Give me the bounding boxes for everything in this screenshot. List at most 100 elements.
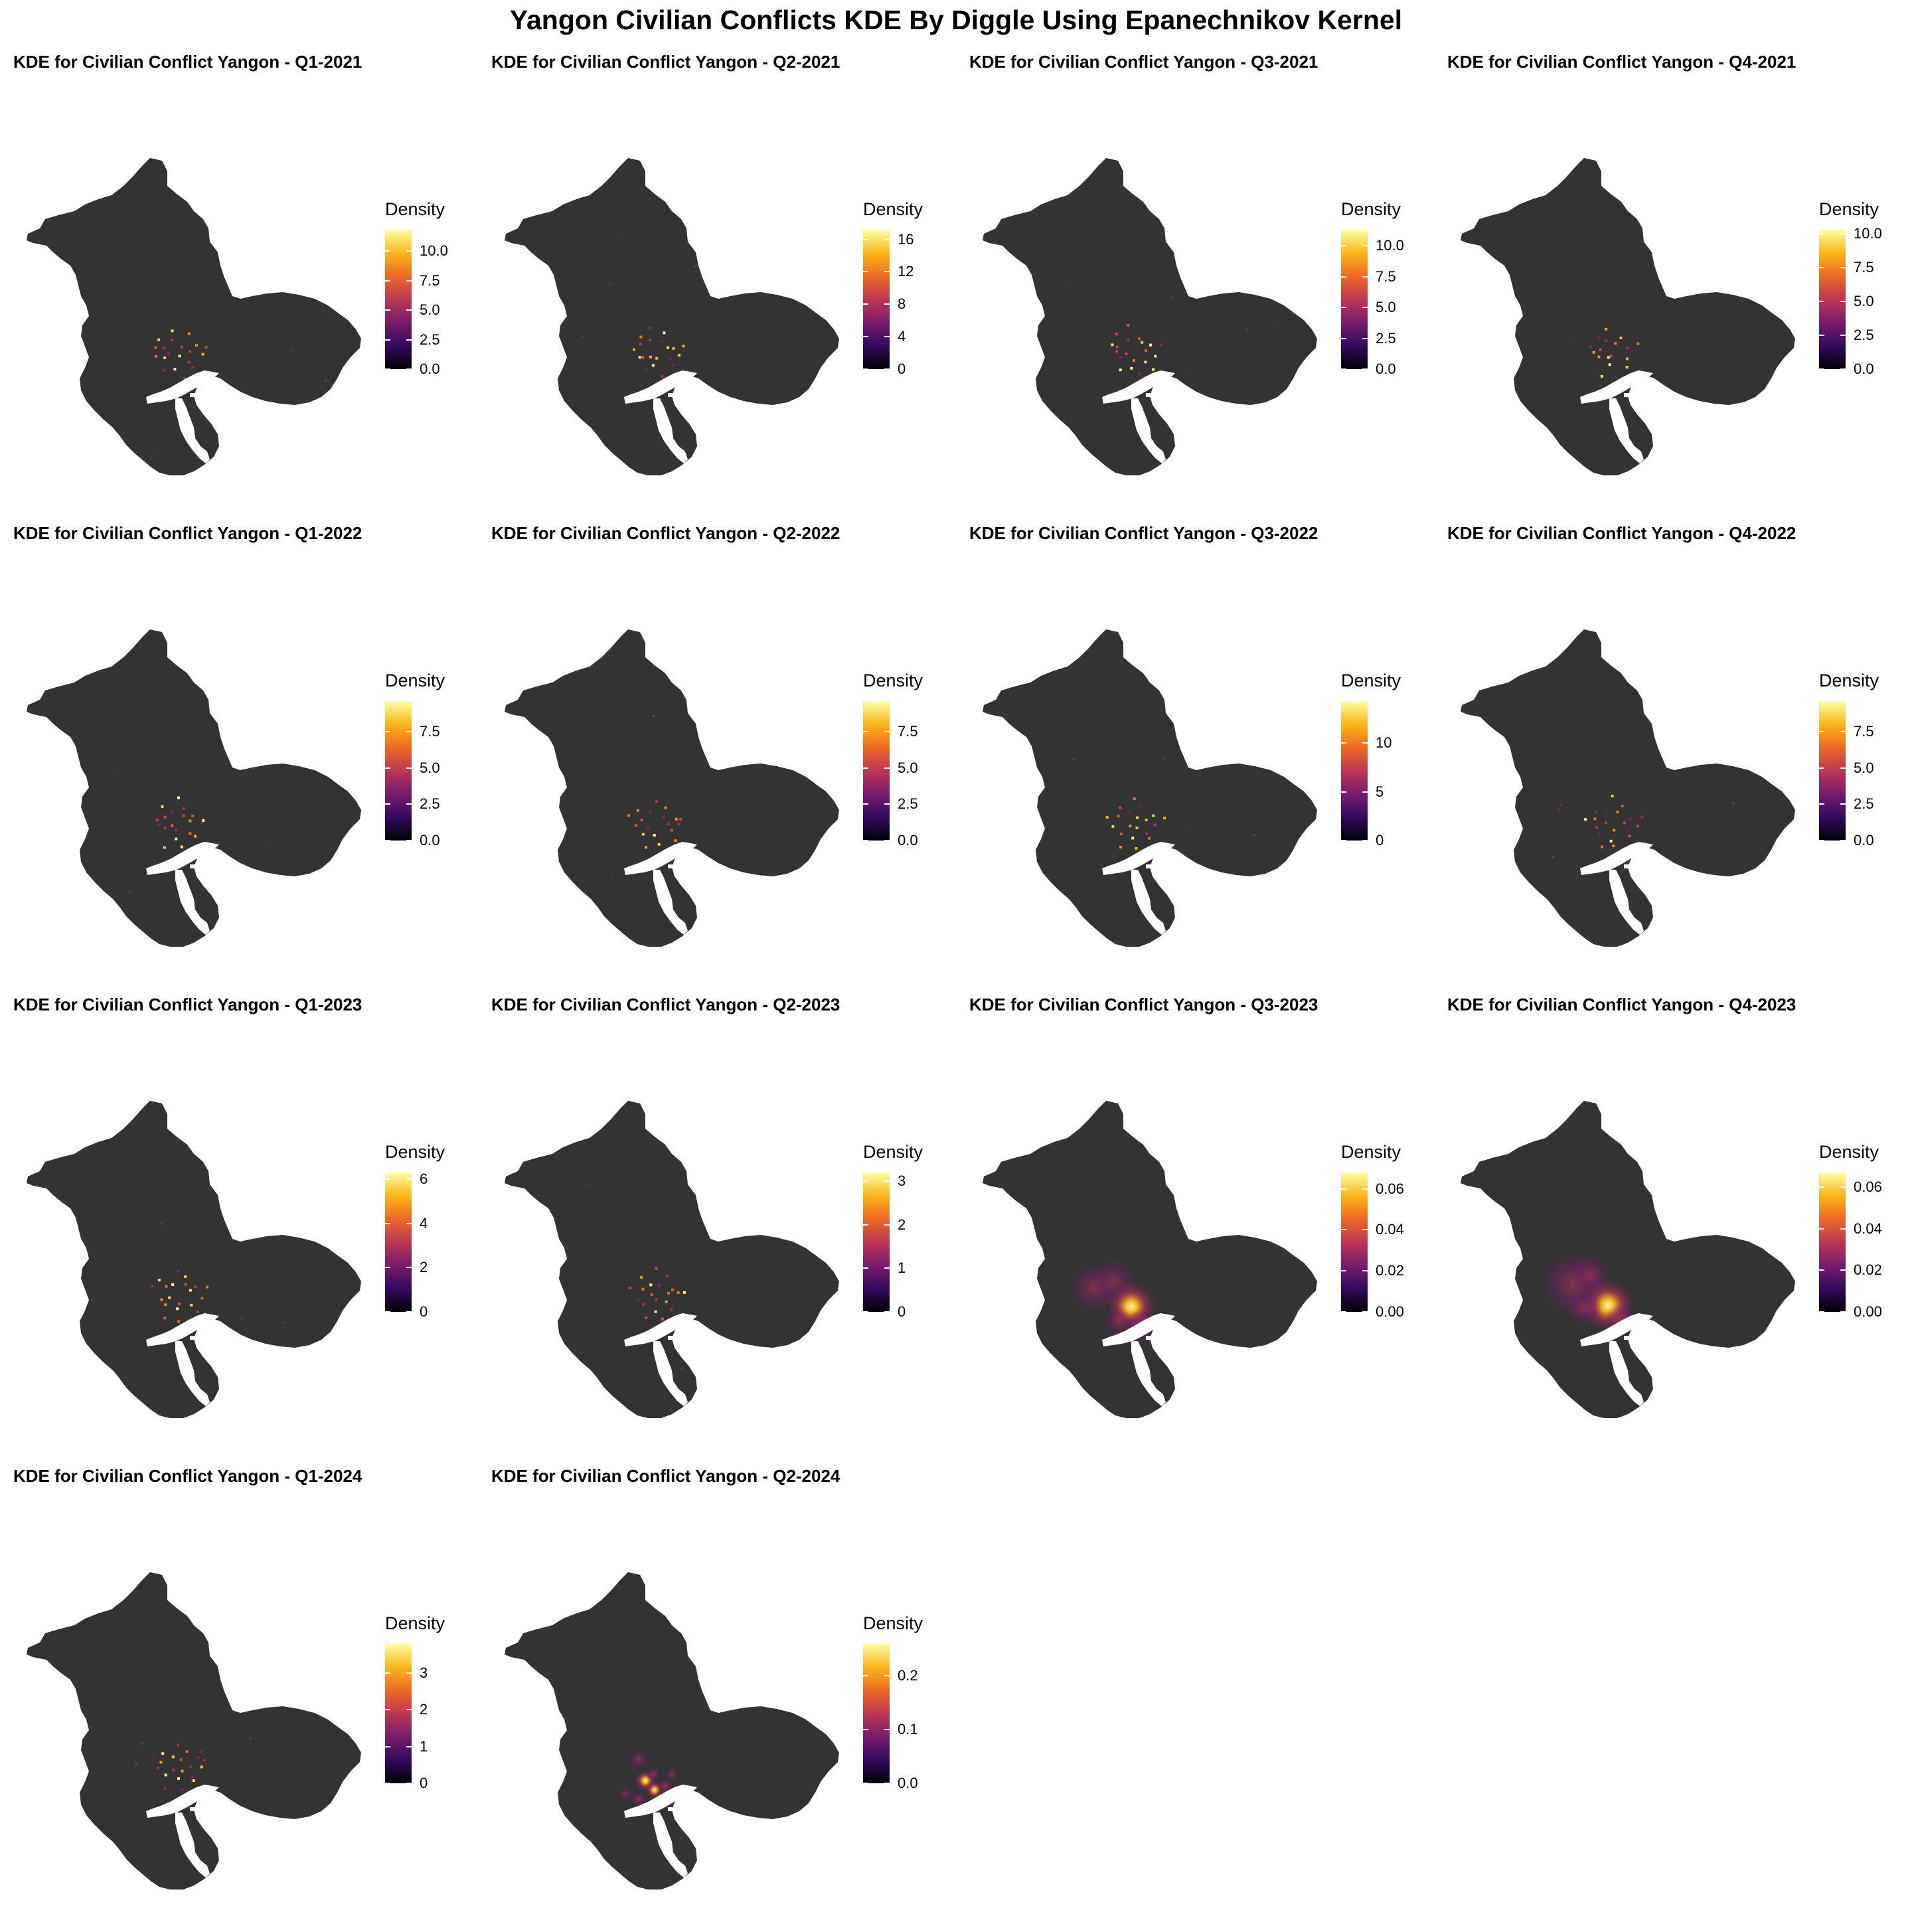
legend-title: Density [1341, 1142, 1401, 1162]
density-point [641, 1287, 645, 1291]
region-outline [983, 1101, 1317, 1418]
colorbar-tick-label: 5.0 [420, 759, 440, 776]
density-point [1607, 356, 1610, 359]
density-point [649, 811, 652, 814]
density-point [176, 1743, 179, 1747]
density-point [265, 840, 268, 843]
density-point [663, 331, 666, 335]
colorbar-tick-label: 2.5 [420, 331, 440, 348]
density-point [667, 1291, 670, 1295]
density-point [163, 846, 166, 849]
density-legend: Density 0.0 2.5 5.0 7.5 [862, 671, 955, 870]
density-point [639, 335, 643, 339]
density-legend: Density 0.0 2.5 5.0 7.5 [384, 671, 477, 870]
water-patch [1677, 1366, 1682, 1370]
density-point [765, 754, 768, 757]
density-point [187, 332, 191, 335]
density-point [171, 811, 174, 814]
density-point [1627, 829, 1630, 832]
water-patch [721, 1366, 726, 1370]
density-point [181, 1198, 183, 1200]
density-blob [623, 1883, 639, 1890]
density-point [184, 1283, 187, 1286]
region-outline [505, 1572, 839, 1890]
water-patch [1677, 895, 1682, 899]
region-outline [27, 158, 361, 475]
colorbar-tick-label: 0.04 [1376, 1221, 1404, 1238]
colorbar-tick-label: 7.5 [1854, 722, 1874, 740]
density-point [201, 353, 204, 356]
density-point [1188, 375, 1191, 378]
density-point [675, 817, 678, 821]
colorbar-tick [1362, 337, 1368, 339]
density-point [677, 354, 680, 357]
density-point [325, 380, 327, 382]
density-point [177, 1269, 180, 1273]
colorbar-tick [1362, 742, 1368, 744]
density-point [597, 1390, 599, 1392]
density-point [157, 338, 161, 341]
density-point [1202, 753, 1204, 756]
legend-title: Density [385, 199, 445, 219]
density-point [661, 1317, 664, 1321]
colorbar-tick-label: 0.1 [898, 1721, 918, 1738]
density-point [607, 698, 609, 700]
colorbar-tick-label: 0.0 [898, 1775, 918, 1791]
colorbar [863, 230, 890, 369]
density-point [633, 348, 636, 351]
density-blob [1103, 1307, 1133, 1336]
colorbar-tick [1362, 791, 1368, 793]
density-point [197, 1756, 200, 1759]
density-point [151, 1757, 155, 1760]
colorbar-tick [385, 1709, 390, 1711]
density-point [161, 1752, 165, 1755]
water-patch [1624, 864, 1629, 868]
density-point [1117, 815, 1120, 818]
yangon-map [983, 629, 1317, 947]
density-point [670, 1308, 673, 1311]
density-point [187, 361, 191, 364]
density-point [645, 1316, 648, 1319]
density-point [1609, 839, 1613, 843]
density-point [1534, 427, 1536, 430]
density-point [1141, 341, 1144, 344]
density-blob [631, 1791, 647, 1807]
colorbar-tick [1840, 368, 1846, 370]
density-point [671, 363, 675, 366]
density-point [644, 368, 647, 372]
density-point [168, 1296, 171, 1299]
density-point [1552, 856, 1555, 858]
density-point [658, 831, 661, 834]
density-point [665, 1300, 668, 1303]
colorbar-tick-label: 0.0 [420, 361, 440, 377]
density-point [1073, 758, 1076, 761]
density-point [694, 265, 696, 268]
colorbar-tick-label: 5.0 [1376, 299, 1396, 316]
density-point [1147, 837, 1151, 840]
density-point [1623, 351, 1625, 354]
region-outline [505, 1101, 839, 1418]
density-point [1064, 338, 1067, 341]
river [624, 370, 697, 463]
density-point [1616, 811, 1619, 814]
legend-title: Density [1819, 1142, 1879, 1162]
density-point [1145, 832, 1149, 835]
colorbar-tick [1840, 1228, 1846, 1230]
density-legend: Density 0.00 0.02 0.04 0.06 [1340, 1142, 1433, 1341]
colorbar-tick [1819, 730, 1824, 732]
yangon-map [505, 1572, 839, 1890]
colorbar-tick [406, 368, 412, 370]
density-point [657, 1284, 661, 1287]
colorbar-tick [1840, 301, 1846, 303]
density-layer [1552, 718, 1750, 902]
colorbar-tick-label: 5.0 [420, 301, 440, 319]
colorbar-tick [385, 368, 390, 370]
density-point [640, 819, 643, 822]
colorbar-tick-label: 3 [898, 1172, 906, 1190]
river [1580, 370, 1653, 463]
density-point [159, 1761, 163, 1764]
density-point [664, 806, 667, 809]
density-point [223, 251, 226, 254]
density-point [177, 1777, 181, 1780]
density-point [654, 1310, 657, 1313]
